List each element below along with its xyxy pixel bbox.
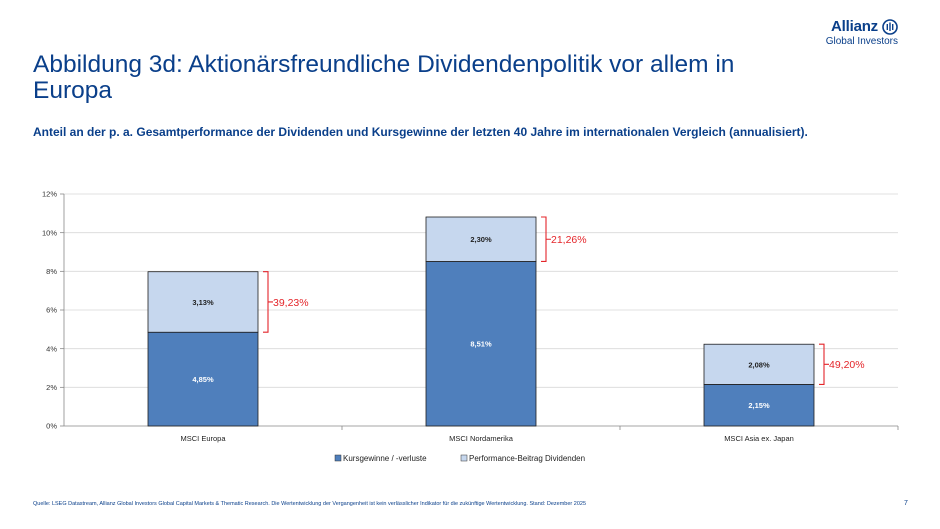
dividend-share-bracket (263, 271, 273, 333)
legend-kursgewinne-swatch (334, 454, 342, 462)
logo-name: Allianz (831, 18, 878, 35)
bar-kursgewinne (147, 331, 259, 427)
logo-subtitle: Global Investors (825, 36, 898, 47)
y-tick-label: 6% (46, 306, 57, 315)
y-tick-label: 8% (46, 267, 57, 276)
dividend-share-bracket (541, 216, 551, 263)
x-category-label: MSCI Europa (180, 434, 226, 443)
source-note: Quelle: LSEG Datastream, Allianz Global … (33, 501, 587, 507)
x-category-label: MSCI Asia ex. Japan (724, 434, 794, 443)
y-tick-label: 4% (46, 344, 57, 353)
bar-dividenden (703, 343, 815, 385)
dividend-share-label: 39,23% (273, 297, 309, 309)
chart-subtitle: Anteil an der p. a. Gesamtperformance de… (33, 125, 808, 139)
legend-dividenden-swatch (460, 454, 468, 462)
x-category-label: MSCI Nordamerika (449, 434, 514, 443)
legend-kursgewinne-label: Kursgewinne / -verluste (343, 454, 427, 463)
dividend-share-label: 21,26% (551, 234, 587, 246)
data-label: 3,13% (192, 298, 214, 307)
dividend-share-label: 49,20% (829, 359, 865, 371)
legend-dividenden-label: Performance-Beitrag Dividenden (469, 454, 585, 463)
allianz-logo: Allianz Global Investors (826, 18, 898, 47)
y-tick-label: 0% (46, 422, 57, 431)
bar-kursgewinne (703, 384, 815, 427)
page-number: 7 (904, 500, 908, 507)
bar-dividenden (147, 271, 259, 333)
allianz-eagle-icon (882, 18, 898, 35)
data-label: 8,51% (470, 340, 492, 349)
y-tick-label: 12% (42, 190, 57, 199)
data-label: 2,15% (748, 401, 770, 410)
bar-kursgewinne (425, 261, 537, 427)
dividend-share-bracket (819, 343, 829, 385)
y-tick-label: 10% (42, 228, 57, 237)
y-tick-label: 2% (46, 383, 57, 392)
bar-dividenden (425, 216, 537, 262)
data-label: 4,85% (192, 375, 214, 384)
data-label: 2,30% (470, 235, 492, 244)
data-label: 2,08% (748, 360, 770, 369)
page-title: Abbildung 3d: Aktionärsfreundliche Divid… (33, 51, 735, 104)
